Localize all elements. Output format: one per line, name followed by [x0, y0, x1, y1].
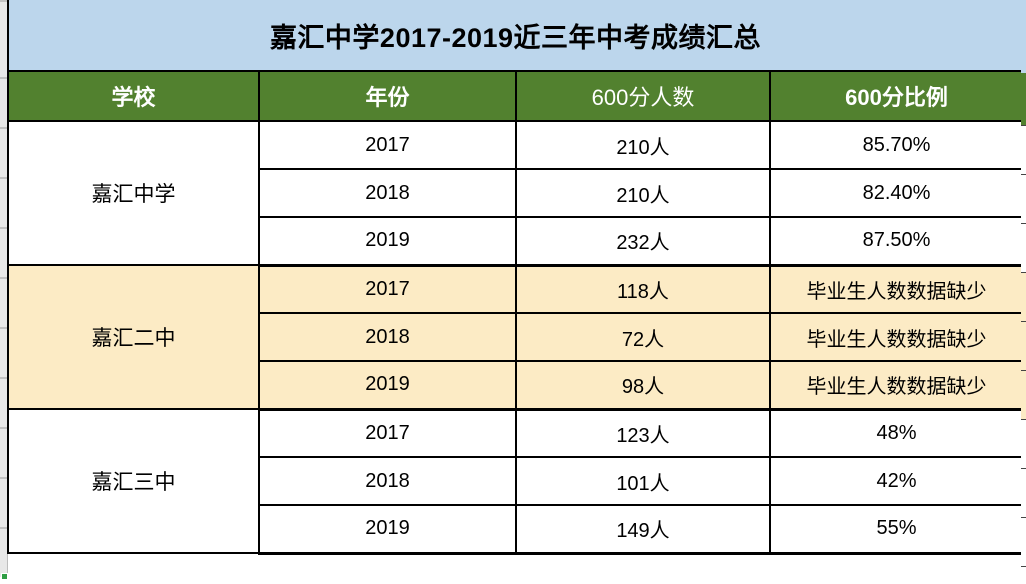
table-row: 嘉汇三中 2017 123人 48%: [7, 408, 1024, 554]
col-header-count[interactable]: 600分人数: [515, 70, 771, 122]
sliver-segment: [1021, 175, 1026, 224]
table-row: 2019 98人 毕业生人数数据缺少: [8, 360, 1024, 411]
ratio-cell[interactable]: 48%: [769, 408, 1024, 458]
sliver-segment: [1021, 73, 1026, 126]
count-cell[interactable]: 210人: [515, 168, 771, 218]
table-row: 嘉汇中学 2017 210人 85.70%: [7, 120, 1024, 266]
ratio-cell[interactable]: 87.50%: [769, 216, 1024, 267]
title-row: 嘉汇中学2017-2019近三年中考成绩汇总: [7, 0, 1024, 72]
year-cell[interactable]: 2019: [258, 504, 517, 555]
adjacent-column-sliver: [1021, 0, 1026, 584]
ratio-cell[interactable]: 毕业生人数数据缺少: [769, 312, 1024, 362]
count-cell[interactable]: 98人: [515, 360, 771, 411]
selection-fill-handle[interactable]: [1, 573, 8, 580]
sliver-segment: [1021, 0, 1026, 73]
year-cell[interactable]: 2018: [258, 168, 517, 218]
table-row: 2018 210人 82.40%: [8, 168, 1024, 218]
ratio-cell[interactable]: 毕业生人数数据缺少: [769, 264, 1024, 314]
count-cell[interactable]: 123人: [515, 408, 771, 458]
sliver-segment: [1021, 322, 1026, 371]
col-header-ratio[interactable]: 600分比例: [769, 70, 1024, 122]
table-title[interactable]: 嘉汇中学2017-2019近三年中考成绩汇总: [7, 0, 1024, 72]
ratio-cell[interactable]: 85.70%: [769, 120, 1024, 170]
school-cell[interactable]: 嘉汇中学: [7, 120, 260, 266]
table-row: 2018 72人 毕业生人数数据缺少: [8, 312, 1024, 362]
sliver-segment: [1021, 126, 1026, 175]
table-row: 2018 101人 42%: [8, 456, 1024, 506]
table-row: 嘉汇二中 2017 118人 毕业生人数数据缺少: [7, 264, 1024, 410]
count-cell[interactable]: 149人: [515, 504, 771, 555]
sliver-segment: [1021, 469, 1026, 518]
school-cell[interactable]: 嘉汇三中: [7, 408, 260, 554]
year-cell[interactable]: 2018: [258, 456, 517, 506]
ratio-cell[interactable]: 42%: [769, 456, 1024, 506]
school-cell[interactable]: 嘉汇二中: [7, 264, 260, 410]
table-row: 2019 232人 87.50%: [8, 216, 1024, 267]
year-cell[interactable]: 2017: [258, 120, 517, 170]
count-cell[interactable]: 72人: [515, 312, 771, 362]
col-header-year[interactable]: 年份: [258, 70, 517, 122]
ratio-cell[interactable]: 55%: [769, 504, 1024, 555]
ratio-cell[interactable]: 毕业生人数数据缺少: [769, 360, 1024, 411]
ratio-cell[interactable]: 82.40%: [769, 168, 1024, 218]
table-row: 2019 149人 55%: [8, 504, 1024, 555]
year-cell[interactable]: 2018: [258, 312, 517, 362]
sliver-segment: [1021, 224, 1026, 273]
count-cell[interactable]: 101人: [515, 456, 771, 506]
year-cell[interactable]: 2017: [258, 408, 517, 458]
count-cell[interactable]: 210人: [515, 120, 771, 170]
sliver-segment: [1021, 567, 1026, 574]
count-cell[interactable]: 118人: [515, 264, 771, 314]
year-cell[interactable]: 2019: [258, 360, 517, 411]
sliver-segment: [1021, 273, 1026, 322]
sliver-segment: [1021, 518, 1026, 567]
count-cell[interactable]: 232人: [515, 216, 771, 267]
sliver-segment: [1021, 371, 1026, 420]
year-cell[interactable]: 2017: [258, 264, 517, 314]
grade-summary-table: 嘉汇中学2017-2019近三年中考成绩汇总 学校 年份 600分人数 600分…: [7, 0, 1024, 555]
col-header-school[interactable]: 学校: [7, 70, 260, 122]
header-row: 学校 年份 600分人数 600分比例: [7, 70, 1024, 122]
sliver-segment: [1021, 420, 1026, 469]
year-cell[interactable]: 2019: [258, 216, 517, 267]
